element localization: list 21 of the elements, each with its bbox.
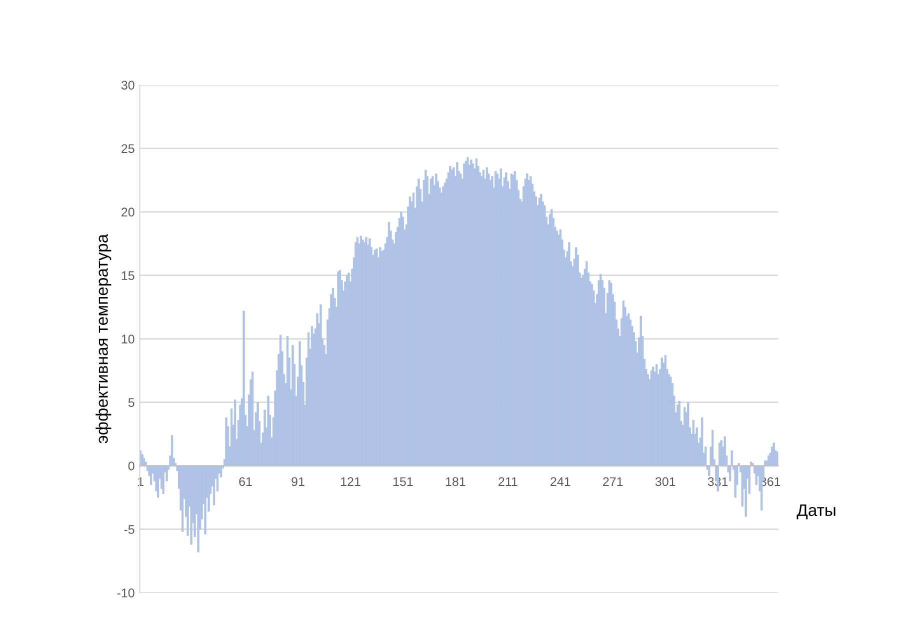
y-tick-label: 15 xyxy=(122,271,134,280)
x-tick-label: 61 xyxy=(239,477,252,486)
y-tick-label: 10 xyxy=(122,334,134,344)
x-tick-label: 1 xyxy=(138,477,144,486)
y-tick-label: 5 xyxy=(128,398,134,407)
x-tick-label: 91 xyxy=(292,477,304,486)
x-tick-label: 211 xyxy=(498,477,518,486)
y-tick-label: 30 xyxy=(121,80,134,90)
y-tick-label: -10 xyxy=(117,588,134,598)
x-axis-title: Даты xyxy=(796,504,836,520)
y-tick-label: 25 xyxy=(122,144,134,154)
x-tick-label: 301 xyxy=(655,477,676,486)
x-tick-label: 271 xyxy=(603,477,623,486)
x-tick-label: 151 xyxy=(393,477,413,486)
y-tick-label: 20 xyxy=(122,208,134,217)
y-tick-label: -5 xyxy=(124,525,134,534)
y-tick-label: 0 xyxy=(128,462,134,470)
x-tick-label: 181 xyxy=(446,477,466,486)
y-axis-title: эффективная температура xyxy=(96,234,112,444)
x-tick-label: 241 xyxy=(550,477,570,486)
x-tick-label: 121 xyxy=(341,477,360,486)
